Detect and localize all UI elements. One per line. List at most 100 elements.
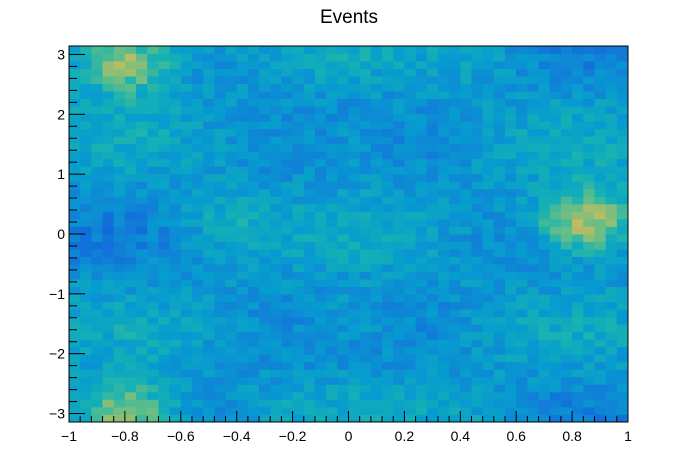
heatmap-cell — [214, 83, 226, 92]
heatmap-cell — [214, 91, 226, 100]
heatmap-cell — [326, 286, 338, 295]
heatmap-cell — [225, 234, 238, 242]
heatmap-cell — [337, 203, 349, 212]
heatmap-cell — [594, 346, 607, 355]
heatmap-cell — [538, 286, 551, 295]
heatmap-cell — [449, 234, 461, 242]
heatmap-cell — [493, 294, 506, 303]
heatmap-cell — [225, 181, 238, 190]
heatmap-cell — [493, 249, 506, 257]
heatmap-cell — [180, 61, 193, 69]
heatmap-cell — [225, 309, 238, 318]
heatmap-cell — [549, 203, 562, 212]
heatmap-cell — [605, 384, 618, 393]
heatmap-cell — [124, 128, 137, 137]
heatmap-cell — [527, 188, 539, 197]
heatmap-cell — [326, 166, 338, 175]
heatmap-cell — [426, 61, 439, 69]
heatmap-cell — [594, 391, 607, 400]
heatmap-cell — [527, 173, 539, 182]
heatmap-cell — [326, 369, 338, 378]
heatmap-cell — [538, 106, 551, 115]
heatmap-cell — [147, 346, 159, 355]
heatmap-cell — [538, 399, 551, 408]
heatmap-cell — [359, 68, 372, 77]
heatmap-cell — [583, 324, 595, 333]
heatmap-cell — [337, 241, 349, 250]
heatmap-cell — [169, 181, 182, 190]
heatmap-cell — [493, 211, 506, 220]
heatmap-cell — [616, 241, 629, 250]
heatmap-cell — [505, 181, 517, 190]
heatmap-cell — [225, 241, 238, 250]
heatmap-cell — [516, 406, 528, 415]
heatmap-cell — [516, 91, 528, 100]
heatmap-cell — [605, 331, 618, 340]
heatmap-cell — [259, 68, 271, 77]
heatmap-cell — [236, 286, 249, 295]
y-tick-label: −1 — [49, 286, 65, 302]
heatmap-cell — [326, 376, 338, 385]
heatmap-cell — [382, 218, 394, 227]
heatmap-cell — [236, 256, 249, 265]
heatmap-cell — [80, 316, 92, 325]
heatmap-cell — [292, 339, 305, 348]
heatmap-cell — [549, 226, 562, 235]
heatmap-cell — [382, 241, 394, 250]
heatmap-cell — [91, 61, 103, 69]
heatmap-cell — [314, 346, 327, 355]
heatmap-cell — [493, 406, 506, 415]
heatmap-cell — [124, 376, 137, 385]
heatmap-cell — [493, 83, 506, 92]
heatmap-cell — [281, 128, 293, 137]
heatmap-cell — [605, 369, 618, 378]
heatmap-cell — [158, 339, 171, 348]
heatmap-cell — [80, 324, 92, 333]
heatmap-cell — [370, 414, 383, 423]
heatmap-cell — [292, 113, 305, 122]
heatmap-cell — [259, 46, 271, 54]
heatmap-cell — [102, 61, 115, 69]
heatmap-cell — [415, 361, 428, 370]
heatmap-cells — [69, 46, 629, 423]
heatmap-cell — [214, 46, 226, 54]
heatmap-cell — [236, 301, 249, 310]
heatmap-cell — [516, 264, 528, 272]
heatmap-cell — [482, 264, 495, 272]
heatmap-cell — [538, 331, 551, 340]
heatmap-cell — [370, 249, 383, 257]
heatmap-cell — [583, 136, 595, 145]
heatmap-cell — [337, 309, 349, 318]
heatmap-cell — [471, 271, 484, 280]
heatmap-cell — [370, 166, 383, 175]
heatmap-cell — [69, 264, 81, 272]
heatmap-cell — [124, 158, 137, 167]
heatmap-cell — [549, 331, 562, 340]
heatmap-cell — [337, 68, 349, 77]
heatmap-cell — [572, 211, 584, 220]
heatmap-cell — [616, 173, 629, 182]
heatmap-cell — [281, 173, 293, 182]
heatmap-cell — [270, 91, 282, 100]
heatmap-cell — [314, 234, 327, 242]
heatmap-cell — [326, 324, 338, 333]
heatmap-cell — [404, 279, 416, 288]
heatmap-cell — [102, 376, 115, 385]
heatmap-cell — [214, 113, 226, 122]
heatmap-cell — [259, 234, 271, 242]
heatmap-cell — [538, 211, 551, 220]
heatmap-cell — [169, 121, 182, 130]
heatmap-cell — [158, 324, 171, 333]
heatmap-cell — [270, 158, 282, 167]
heatmap-cell — [80, 181, 92, 190]
heatmap-cell — [281, 203, 293, 212]
heatmap-cell — [426, 83, 439, 92]
heatmap-cell — [449, 173, 461, 182]
heatmap-cell — [247, 279, 260, 288]
heatmap-cell — [594, 128, 607, 137]
heatmap-cell — [158, 369, 171, 378]
heatmap-cell — [69, 406, 81, 415]
heatmap-cell — [370, 83, 383, 92]
heatmap-cell — [124, 279, 137, 288]
heatmap-cell — [102, 91, 115, 100]
